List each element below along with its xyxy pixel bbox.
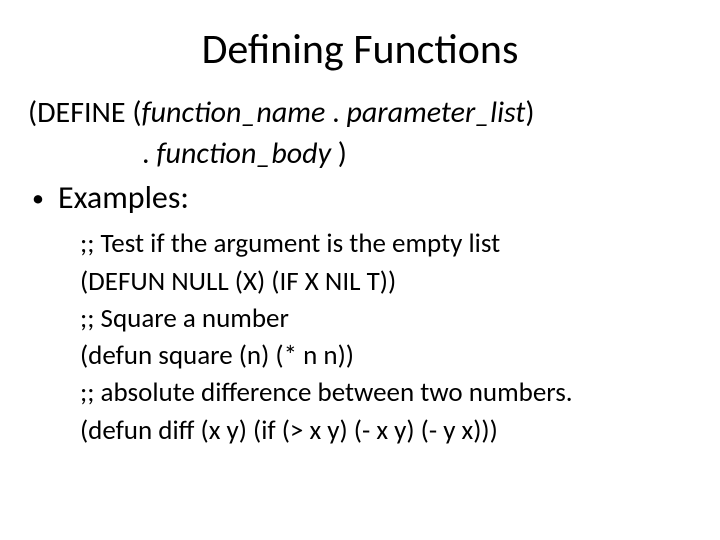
code-line-2: (DEFUN NULL (X) (IF X NIL T)) bbox=[80, 263, 698, 300]
slide: Defining Functions (DEFINE (function_nam… bbox=[0, 0, 720, 540]
code-line-5: ;; absolute difference between two numbe… bbox=[80, 374, 698, 411]
syntax-prefix: (DEFINE ( bbox=[28, 94, 141, 131]
code-line-3: ;; Square a number bbox=[80, 300, 698, 337]
slide-title: Defining Functions bbox=[22, 24, 698, 75]
code-line-6: (defun diff (x y) (if (> x y) (- x y) (-… bbox=[80, 412, 698, 449]
syntax-function-body: function_body bbox=[156, 135, 331, 172]
syntax-suffix: ) bbox=[525, 94, 534, 131]
syntax2-prefix: . bbox=[142, 135, 156, 172]
syntax-line-1: (DEFINE (function_name . parameter_list) bbox=[28, 93, 698, 132]
code-line-1: ;; Test if the argument is the empty lis… bbox=[80, 225, 698, 262]
code-line-4: (defun square (n) (* n n)) bbox=[80, 337, 698, 374]
bullet-icon: • bbox=[32, 181, 44, 217]
syntax-function-name: function_name bbox=[141, 94, 325, 131]
code-block: ;; Test if the argument is the empty lis… bbox=[80, 225, 698, 449]
syntax2-suffix: ) bbox=[331, 135, 347, 172]
examples-bullet: • Examples: bbox=[32, 179, 698, 217]
syntax-mid: . bbox=[325, 94, 346, 131]
syntax-parameter-list: parameter_list bbox=[346, 94, 525, 131]
examples-label: Examples: bbox=[58, 179, 189, 217]
syntax-line-2: . function_body ) bbox=[142, 134, 698, 173]
